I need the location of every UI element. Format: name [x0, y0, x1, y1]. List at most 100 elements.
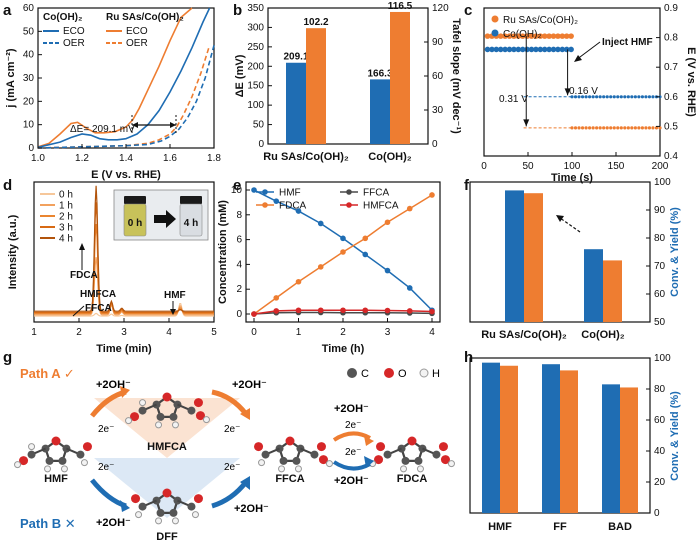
ph-bar-0-2 [602, 384, 620, 513]
panel-c-ytick-0: 0.4 [664, 151, 678, 162]
scheme-dff-label: DFF [156, 531, 178, 543]
panel-e-point-3-5 [362, 307, 369, 314]
panel-c-ylabel: E (V vs. RHE) [685, 47, 697, 117]
panel-c-point-after-1 [580, 95, 585, 99]
panel-c-xlabel: Time (s) [551, 172, 593, 184]
panel-c-xtick-3: 150 [608, 161, 625, 172]
panel-c-point-after-0 [580, 126, 585, 130]
molecule-fdca-right-carbon [432, 450, 441, 459]
panel-e-point-0-2 [295, 208, 302, 214]
scheme-e-4: 2e⁻ [224, 462, 240, 473]
panel-letter-c: c [464, 2, 472, 19]
panel-d-xlabel: Time (min) [96, 343, 152, 355]
panel-c-point-0 [497, 33, 504, 39]
panel-d-xtick-2: 3 [121, 327, 127, 338]
panel-letter-b: b [233, 2, 242, 19]
molecule-hmfca-ring-carbon-3 [156, 412, 165, 421]
panel-a-legend-ru-title: Ru SAs/Co(OH)₂ [106, 12, 184, 23]
panel-e-point-2-5 [362, 235, 369, 242]
panel-c-ytick-4: 0.8 [664, 33, 678, 44]
panel-d-vial-0h-label: 0 h [128, 218, 142, 229]
panel-c-point-after-0 [595, 126, 599, 130]
molecule-hmfca-right-hydrogen [202, 416, 210, 424]
panel-c-point-after-0 [605, 126, 609, 130]
panel-d-legend-0: 0 h [59, 190, 73, 201]
pf-bar-1-1 [603, 260, 622, 322]
panel-a-legend-ru-oer: OER [126, 38, 148, 49]
panel-b-ytick-4: 200 [247, 61, 264, 72]
panel-c-point-0 [506, 33, 513, 39]
panel-d-legend-2: 2 h [59, 212, 73, 223]
panel-d-legend-3: 3 h [59, 223, 73, 234]
panel-c-point-after-0 [623, 126, 627, 130]
panel-c-point-after-1 [651, 95, 655, 99]
ph-ytick-2: 40 [654, 446, 666, 457]
panel-e-point-2-3 [317, 264, 324, 270]
panel-b-ytick-5: 250 [247, 42, 264, 53]
panel-b-ytick-0: 0 [258, 139, 264, 150]
panel-c-point-after-1 [595, 95, 599, 99]
molecule-hmfca-left-carbon [138, 406, 147, 415]
molecule-dff-ring-h2 [171, 517, 179, 525]
panel-e-point-3-2 [295, 307, 302, 314]
panel-a-legend-co-title: Co(OH)₂ [43, 12, 82, 23]
pf-ytick-4: 90 [654, 205, 666, 216]
panel-h-bar-chart: 0 20 40 60 80 100 Conv. & Yield (%) HMF FF BA… [469, 353, 681, 533]
scheme-e-5: 2e⁻ [345, 420, 361, 431]
scheme-path-b-area [94, 458, 240, 518]
panel-e-ytick-4: 8 [236, 210, 242, 221]
panel-e-ylabel: Concentration (mM) [217, 200, 229, 304]
molecule-hmfca-ring-oxygen [162, 392, 172, 402]
scheme-arrow-ffca-fdca-a [332, 431, 371, 442]
molecule-hmfca-ring-h2 [171, 421, 179, 429]
panel-d-vial-0h [123, 203, 147, 237]
panel-d-trace-3 [34, 202, 214, 313]
scheme-arrow-hmfca-ffca [211, 389, 248, 416]
scheme-arrowhead-ffca-fdca-b [364, 456, 374, 468]
molecule-hmf-ring-h2 [60, 465, 68, 473]
panel-c-legend-co: Co(OH)₂ [503, 29, 541, 40]
molecule-fdca-ring-carbon-2 [414, 456, 423, 465]
panel-e-xtick-3: 3 [385, 327, 391, 338]
ph-ytick-1: 20 [654, 477, 666, 488]
molecule-fdca-right-hydroxyl [440, 455, 450, 465]
panel-a-xtick-3: 1.6 [163, 153, 177, 164]
molecule-hmf-left-hydrogen [14, 461, 22, 469]
panel-c-point-0 [524, 33, 530, 39]
panel-c-point-after-1 [619, 95, 623, 99]
scheme-hmfca-label: HMFCA [147, 441, 187, 453]
panel-c-point-after-0 [654, 126, 659, 130]
ph-ytick-3: 60 [654, 415, 666, 426]
panel-b-bar-label-0-1: 166.3 [367, 68, 392, 79]
panel-e-ytick-5: 10 [231, 185, 243, 196]
pf-bar-0-1 [584, 249, 603, 322]
panel-h-category-2: BAD [608, 521, 632, 533]
scheme-arrowhead-hmf-hmfca [120, 386, 130, 398]
molecule-dff-right-oxygen [193, 494, 203, 504]
panel-c-point-after-0 [612, 126, 616, 130]
panel-f-category-1: Co(OH)₂ [581, 329, 624, 341]
panel-e-point-3-4 [340, 307, 346, 314]
panel-a-delta-label: ΔE= 209.1 mV [70, 124, 135, 135]
panel-c-point-1 [511, 46, 517, 53]
panel-c-point-after-1 [616, 95, 620, 99]
panel-c-point-after-1 [640, 95, 645, 99]
panel-c-point-1 [519, 46, 526, 53]
molecule-fdca-ring-carbon-3 [401, 456, 410, 465]
scheme-path-b-label: Path B ✕ [20, 516, 76, 531]
panel-c-xtick-4: 200 [652, 161, 669, 172]
ph-ytick-5: 100 [654, 353, 671, 364]
panel-f-category-0: Ru SAs/Co(OH)₂ [481, 329, 567, 341]
scheme-legend-o-atom [384, 368, 394, 378]
panel-g-reaction-scheme: Path A ✓ Path B ✕ +2OH⁻ 2e⁻ +2OH⁻ 2e⁻ 2e… [14, 366, 455, 543]
molecule-fdca-left-oxygen [376, 442, 386, 452]
panel-e-point-0-0 [251, 187, 257, 193]
panel-c-legend-ru: Ru SAs/Co(OH)₂ [503, 15, 578, 26]
ph-bar-1-2 [620, 387, 638, 513]
panel-c-point-after-0 [651, 126, 655, 130]
panel-a-xtick-1: 1.2 [75, 153, 89, 164]
panel-h-category-1: FF [553, 521, 567, 533]
panel-c-point-after-0 [570, 126, 574, 130]
panel-b-ytick-6: 300 [247, 22, 264, 33]
molecule-hmfca-right-hydroxyl [195, 411, 205, 421]
